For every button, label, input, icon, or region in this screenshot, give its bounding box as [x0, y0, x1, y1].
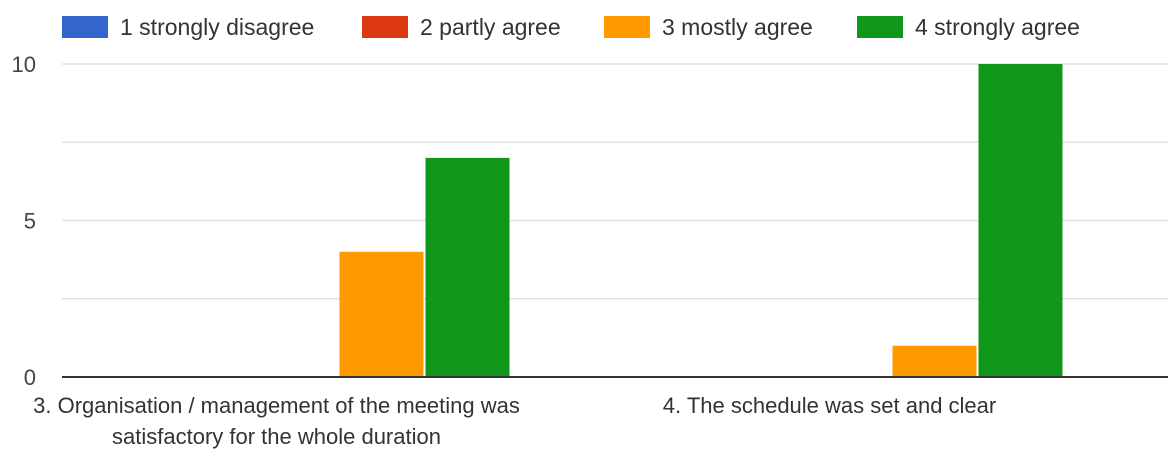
legend-swatch: [62, 16, 108, 38]
legend-item-strongly-agree[interactable]: 4 strongly agree: [857, 10, 1080, 44]
legend-label: 4 strongly agree: [915, 13, 1080, 40]
legend-swatch: [604, 16, 650, 38]
legend-item-strongly-disagree[interactable]: 1 strongly disagree: [62, 10, 314, 44]
bar-3-mostly-agree-1: [892, 345, 977, 377]
legend-swatch: [857, 16, 903, 38]
x-category-label: 4. The schedule was set and clear: [663, 393, 996, 418]
legend-label: 2 partly agree: [420, 13, 561, 40]
x-category-label: 3. Organisation / management of the meet…: [33, 393, 520, 418]
legend: 1 strongly disagree 2 partly agree 3 mos…: [0, 10, 1168, 44]
legend-item-mostly-agree[interactable]: 3 mostly agree: [604, 10, 813, 44]
y-tick-label: 10: [12, 52, 36, 77]
legend-label: 3 mostly agree: [662, 13, 813, 40]
y-tick-label: 0: [24, 365, 36, 390]
legend-swatch: [362, 16, 408, 38]
bar-4-strongly-agree-0: [425, 157, 510, 377]
legend-label: 1 strongly disagree: [120, 13, 315, 40]
y-tick-label: 5: [24, 209, 36, 234]
legend-item-partly-agree[interactable]: 2 partly agree: [362, 10, 561, 44]
x-category-label: satisfactory for the whole duration: [112, 424, 441, 449]
bar-4-strongly-agree-1: [978, 64, 1063, 377]
bar-3-mostly-agree-0: [339, 251, 424, 377]
